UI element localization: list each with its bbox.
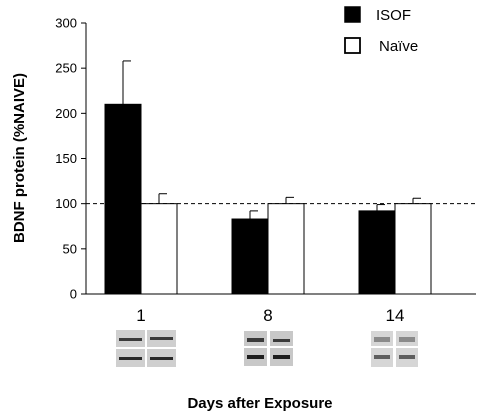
x-tick-label: 14: [386, 306, 405, 325]
y-tick-label: 250: [55, 61, 77, 76]
y-axis-title: BDNF protein (%NAIVE): [11, 73, 28, 243]
blot-day-8: [244, 331, 293, 366]
legend-label-naive: Naïve: [379, 38, 418, 55]
blot-day-14: [371, 331, 418, 367]
y-axis-ticks: 0 50 100 150 200 250 300: [55, 16, 86, 302]
x-axis-title: Days after Exposure: [187, 395, 332, 412]
x-tick-label: 8: [263, 306, 272, 325]
y-tick-label: 50: [63, 241, 77, 256]
blot-day-1: [116, 330, 176, 367]
bars: [104, 60, 432, 295]
x-tick-label: 1: [136, 306, 145, 325]
western-blot-images: [116, 330, 418, 367]
y-tick-label: 0: [70, 287, 77, 302]
y-tick-label: 100: [55, 196, 77, 211]
legend-swatch-naive: [344, 37, 361, 54]
bar-isof-day-14: [358, 210, 396, 295]
bar-naive-day-1: [140, 203, 178, 295]
bar-isof-day-1: [104, 103, 142, 295]
y-tick-label: 300: [55, 16, 77, 31]
legend-swatch-isof: [344, 6, 361, 23]
legend-label-isof: ISOF: [376, 7, 411, 24]
y-tick-label: 200: [55, 106, 77, 121]
bar-naive-day-8: [267, 203, 305, 295]
y-tick-label: 150: [55, 151, 77, 166]
category-labels: 1 8 14: [136, 306, 404, 325]
legend: ISOF Naïve: [344, 6, 418, 55]
bar-isof-day-8: [231, 218, 269, 295]
bar-naive-day-14: [394, 203, 432, 295]
